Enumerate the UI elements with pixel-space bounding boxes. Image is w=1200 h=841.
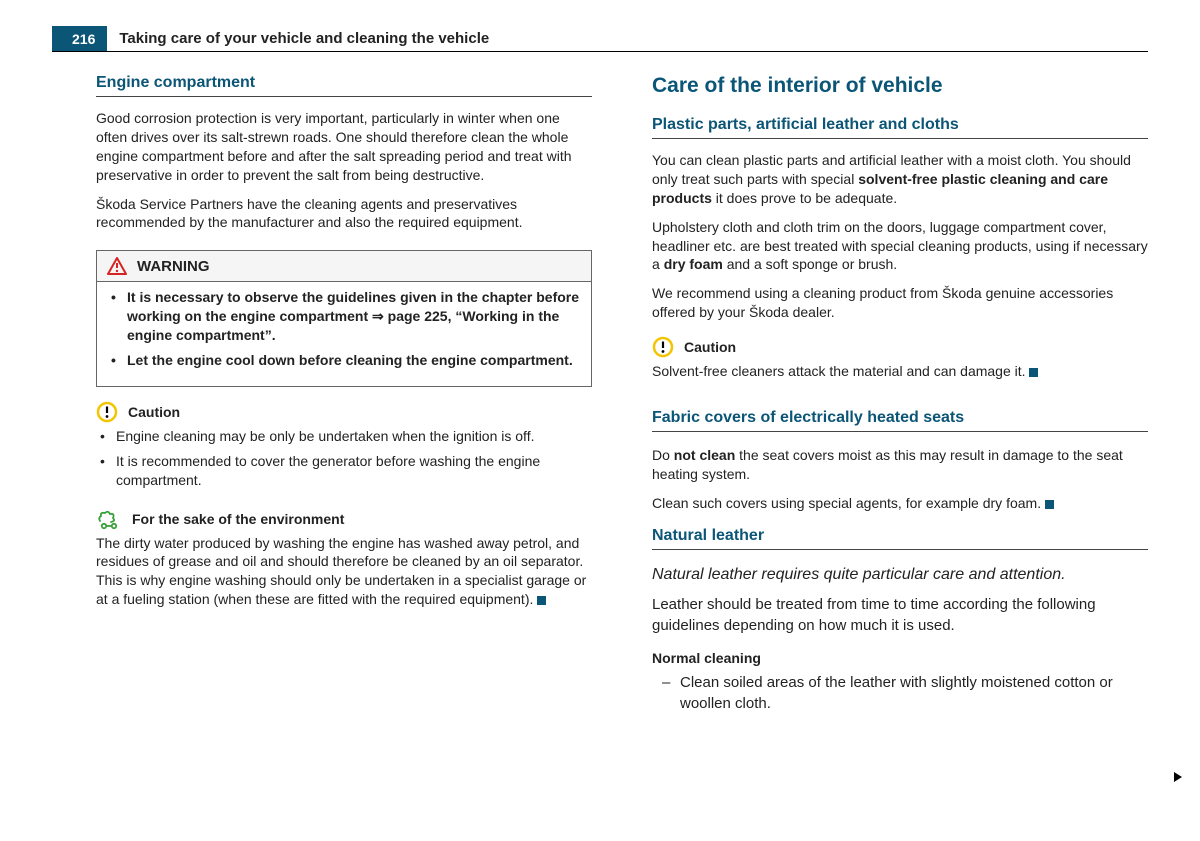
- para-block: Do not clean the seat covers moist as th…: [652, 446, 1148, 513]
- body-text: Good corrosion protection is very import…: [96, 109, 592, 185]
- end-square-icon: [537, 596, 546, 605]
- left-column: Engine compartment Good corrosion protec…: [96, 74, 592, 714]
- environment-icon: [96, 508, 122, 530]
- body-text: We recommend using a cleaning product fr…: [652, 284, 1148, 322]
- heading-fabric-covers: Fabric covers of electrically heated sea…: [652, 409, 1148, 432]
- warning-item: Let the engine cool down before cleaning…: [107, 351, 581, 370]
- warning-header: WARNING: [97, 251, 591, 282]
- heading-plastic-parts: Plastic parts, artificial leather and cl…: [652, 116, 1148, 139]
- caution-icon: [652, 336, 674, 358]
- environment-body: The dirty water produced by washing the …: [96, 534, 592, 610]
- heading-care-interior: Care of the interior of vehicle: [652, 74, 1148, 98]
- heading-engine-compartment: Engine compartment: [96, 74, 592, 97]
- right-column: Care of the interior of vehicle Plastic …: [652, 74, 1148, 714]
- caution-body: Solvent-free cleaners attack the materia…: [652, 362, 1148, 381]
- cleaning-item: Clean soiled areas of the leather with s…: [680, 672, 1148, 714]
- body-text: Upholstery cloth and cloth trim on the d…: [652, 218, 1148, 275]
- warning-item: It is necessary to observe the guideline…: [107, 288, 581, 345]
- body-text: Leather should be treated from time to t…: [652, 595, 1148, 636]
- body-text: You can clean plastic parts and artifici…: [652, 151, 1148, 208]
- caution-item: Engine cleaning may be only be undertake…: [96, 427, 592, 446]
- environment-header: For the sake of the environment: [96, 508, 592, 530]
- end-square-icon: [1045, 500, 1054, 509]
- body-text: Škoda Service Partners have the cleaning…: [96, 195, 592, 233]
- content-columns: Engine compartment Good corrosion protec…: [52, 74, 1148, 714]
- caution-label: Caution: [128, 404, 180, 420]
- body-text: Do not clean the seat covers moist as th…: [652, 446, 1148, 484]
- heading-natural-leather: Natural leather: [652, 527, 1148, 550]
- caution-list: Engine cleaning may be only be undertake…: [96, 427, 592, 490]
- heading-normal-cleaning: Normal cleaning: [652, 650, 1148, 666]
- page: 216 Taking care of your vehicle and clea…: [52, 26, 1148, 714]
- header-title: Taking care of your vehicle and cleaning…: [107, 26, 489, 51]
- continue-arrow-icon: [1172, 770, 1184, 784]
- caution-icon: [96, 401, 118, 423]
- warning-label: WARNING: [137, 258, 210, 275]
- environment-label: For the sake of the environment: [132, 511, 344, 527]
- caution-label: Caution: [684, 339, 736, 355]
- caution-header: Caution: [652, 336, 1148, 358]
- para-block: You can clean plastic parts and artifici…: [652, 151, 1148, 322]
- warning-box: WARNING It is necessary to observe the g…: [96, 250, 592, 387]
- leather-intro-italic: Natural leather requires quite particula…: [652, 564, 1148, 586]
- page-number: 216: [52, 26, 107, 51]
- warning-icon: [107, 257, 127, 275]
- caution-item: It is recommended to cover the generator…: [96, 452, 592, 490]
- para-block: Good corrosion protection is very import…: [96, 109, 592, 232]
- warning-body: It is necessary to observe the guideline…: [97, 282, 591, 386]
- cleaning-list: Clean soiled areas of the leather with s…: [652, 672, 1148, 714]
- end-square-icon: [1029, 368, 1038, 377]
- body-text: Clean such covers using special agents, …: [652, 494, 1148, 513]
- caution-header: Caution: [96, 401, 592, 423]
- page-header: 216 Taking care of your vehicle and clea…: [52, 26, 1148, 52]
